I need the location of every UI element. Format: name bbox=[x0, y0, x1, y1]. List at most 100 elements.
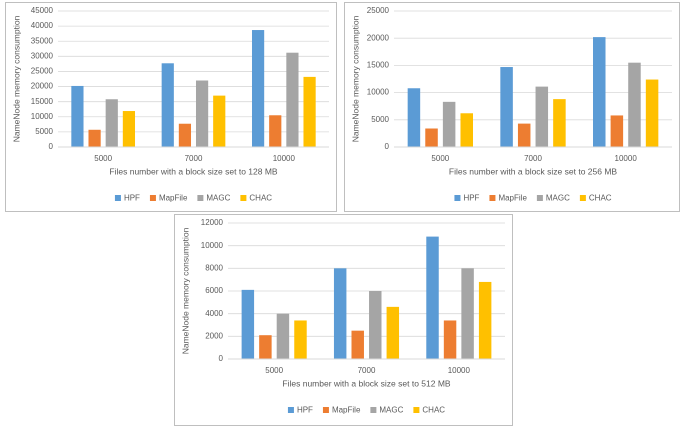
bar bbox=[213, 95, 226, 147]
legend-swatch bbox=[370, 407, 377, 413]
bar bbox=[593, 37, 606, 147]
y-axis-label: NameNode memory consumption bbox=[11, 15, 21, 142]
x-tick-label: 5000 bbox=[94, 154, 112, 163]
bar bbox=[294, 320, 307, 359]
x-tick-label: 7000 bbox=[524, 154, 542, 163]
y-tick-label: 25000 bbox=[367, 6, 390, 15]
y-tick-label: 35000 bbox=[31, 36, 54, 45]
bar bbox=[195, 80, 209, 147]
y-tick-label: 10000 bbox=[367, 88, 390, 97]
y-tick-label: 4000 bbox=[205, 309, 223, 318]
legend-swatch bbox=[413, 407, 420, 413]
y-tick-label: 0 bbox=[385, 142, 390, 151]
bar bbox=[105, 99, 118, 147]
y-tick-label: 20000 bbox=[31, 82, 54, 91]
bar bbox=[460, 113, 473, 147]
bar bbox=[553, 99, 566, 147]
legend-label: MAGC bbox=[206, 194, 230, 203]
bar bbox=[407, 88, 421, 147]
legend-label: CHAC bbox=[422, 406, 445, 415]
x-axis-label: Files number with a block size set to 51… bbox=[282, 378, 451, 388]
legend-label: HPF bbox=[124, 194, 140, 203]
y-tick-label: 10000 bbox=[31, 112, 54, 121]
bar bbox=[122, 111, 136, 147]
bar bbox=[500, 67, 513, 147]
x-tick-label: 10000 bbox=[273, 154, 296, 163]
bar bbox=[478, 281, 492, 359]
y-tick-label: 15000 bbox=[31, 97, 54, 106]
bar bbox=[461, 268, 474, 359]
legend-label: CHAC bbox=[589, 194, 612, 203]
bar bbox=[333, 268, 347, 359]
legend-label: CHAC bbox=[249, 194, 272, 203]
x-tick-label: 10000 bbox=[615, 154, 638, 163]
bar bbox=[386, 306, 400, 359]
legend-label: MapFile bbox=[332, 406, 361, 415]
y-tick-label: 8000 bbox=[205, 263, 223, 272]
legend-swatch bbox=[240, 195, 247, 201]
bar bbox=[303, 76, 316, 147]
legend-swatch bbox=[489, 195, 496, 201]
bar bbox=[241, 289, 255, 359]
legend-swatch bbox=[197, 195, 204, 201]
legend-swatch bbox=[322, 407, 329, 413]
legend-label: HPF bbox=[463, 194, 479, 203]
y-tick-label: 10000 bbox=[201, 241, 224, 250]
y-tick-label: 20000 bbox=[367, 33, 390, 42]
y-tick-label: 15000 bbox=[367, 61, 390, 70]
bar bbox=[259, 335, 272, 359]
bar bbox=[425, 128, 438, 147]
legend: HPF MapFile MAGC CHAC bbox=[114, 194, 272, 203]
x-tick-label: 7000 bbox=[358, 366, 376, 375]
legend-swatch bbox=[536, 195, 543, 201]
x-tick-label: 10000 bbox=[448, 366, 471, 375]
legend-label: MapFile bbox=[498, 194, 527, 203]
bar bbox=[442, 101, 456, 147]
legend: HPF MapFile MAGC CHAC bbox=[287, 406, 445, 415]
legend-swatch bbox=[149, 195, 156, 201]
bar bbox=[645, 79, 659, 147]
y-tick-label: 6000 bbox=[205, 286, 223, 295]
bar bbox=[88, 129, 101, 147]
bar bbox=[161, 63, 174, 148]
y-tick-label: 0 bbox=[219, 354, 224, 363]
bar bbox=[369, 291, 382, 359]
bar bbox=[251, 30, 265, 147]
y-tick-label: 30000 bbox=[31, 51, 54, 60]
bar bbox=[628, 62, 641, 147]
bar bbox=[443, 320, 457, 359]
legend-label: HPF bbox=[297, 406, 313, 415]
x-tick-label: 7000 bbox=[185, 154, 203, 163]
x-tick-label: 5000 bbox=[265, 366, 283, 375]
x-axis-label: Files number with a block size set to 25… bbox=[449, 166, 618, 176]
bar bbox=[178, 123, 192, 147]
y-axis-label: NameNode memory consumption bbox=[180, 227, 190, 354]
y-tick-label: 45000 bbox=[31, 6, 54, 15]
legend-label: MAGC bbox=[379, 406, 403, 415]
y-tick-label: 40000 bbox=[31, 21, 54, 30]
bar bbox=[71, 85, 84, 147]
x-axis-label: Files number with a block size set to 12… bbox=[109, 166, 278, 176]
y-tick-label: 25000 bbox=[31, 67, 54, 76]
legend-swatch bbox=[287, 407, 294, 413]
y-tick-label: 12000 bbox=[201, 218, 224, 227]
y-tick-label: 5000 bbox=[371, 115, 389, 124]
y-tick-label: 5000 bbox=[35, 127, 53, 136]
bar bbox=[535, 86, 549, 147]
y-tick-label: 2000 bbox=[205, 331, 223, 340]
bar bbox=[517, 123, 531, 147]
bar bbox=[610, 115, 624, 147]
legend-swatch bbox=[454, 195, 461, 201]
legend: HPF MapFile MAGC CHAC bbox=[454, 194, 612, 203]
bar bbox=[269, 115, 282, 147]
bar bbox=[276, 313, 290, 359]
y-tick-label: 0 bbox=[49, 142, 54, 151]
legend-label: MapFile bbox=[159, 194, 188, 203]
bar bbox=[351, 330, 364, 359]
legend-swatch bbox=[114, 195, 121, 201]
x-tick-label: 5000 bbox=[431, 154, 449, 163]
bar bbox=[426, 236, 439, 359]
y-axis-label: NameNode memory consumption bbox=[350, 15, 360, 142]
legend-label: MAGC bbox=[546, 194, 570, 203]
